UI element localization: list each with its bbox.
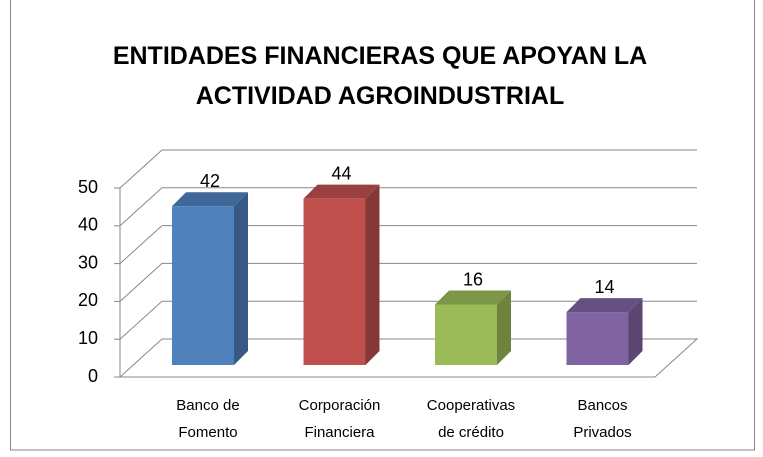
bar-top [172, 192, 248, 207]
data-label: 16 [463, 269, 483, 289]
x-tick-label: Bancos Privados [573, 397, 632, 441]
bar-top [566, 298, 643, 313]
grid-line [119, 300, 697, 340]
bar-top [303, 184, 380, 199]
bar-side [365, 184, 380, 365]
bar-front [566, 312, 629, 365]
grid-line [119, 149, 697, 189]
y-tick-label: 50 [78, 177, 98, 197]
grid-line [119, 187, 697, 227]
y-tick-label: 10 [78, 328, 98, 348]
y-tick-label: 30 [78, 252, 98, 272]
bar-side [497, 290, 511, 365]
data-label: 42 [200, 171, 220, 191]
chart-frame [10, 0, 755, 451]
data-label: 14 [594, 277, 614, 297]
bar [566, 298, 643, 365]
bar-top [435, 290, 511, 305]
chart-title: ENTIDADES FINANCIERAS QUE APOYAN LA ACTI… [112, 42, 648, 110]
bar-side [628, 298, 643, 365]
bar-front [172, 206, 234, 365]
x-tick-label: Cooperativas de crédito [426, 397, 516, 441]
grid-line [119, 225, 697, 264]
bar [172, 192, 248, 365]
data-label: 44 [331, 163, 351, 183]
y-tick-label: 40 [78, 215, 98, 235]
bar [303, 184, 380, 365]
y-tick-label: 20 [78, 290, 98, 310]
bar-side [234, 192, 248, 365]
x-tick-label: Corporación Financiera [298, 397, 381, 441]
x-tick-label: Banco de Fomento [176, 397, 240, 441]
y-tick-label: 0 [88, 366, 98, 386]
bar [435, 290, 511, 365]
bar-front [303, 198, 366, 365]
grid-line [119, 262, 697, 302]
floor [118, 338, 699, 378]
bar-front [435, 304, 497, 365]
